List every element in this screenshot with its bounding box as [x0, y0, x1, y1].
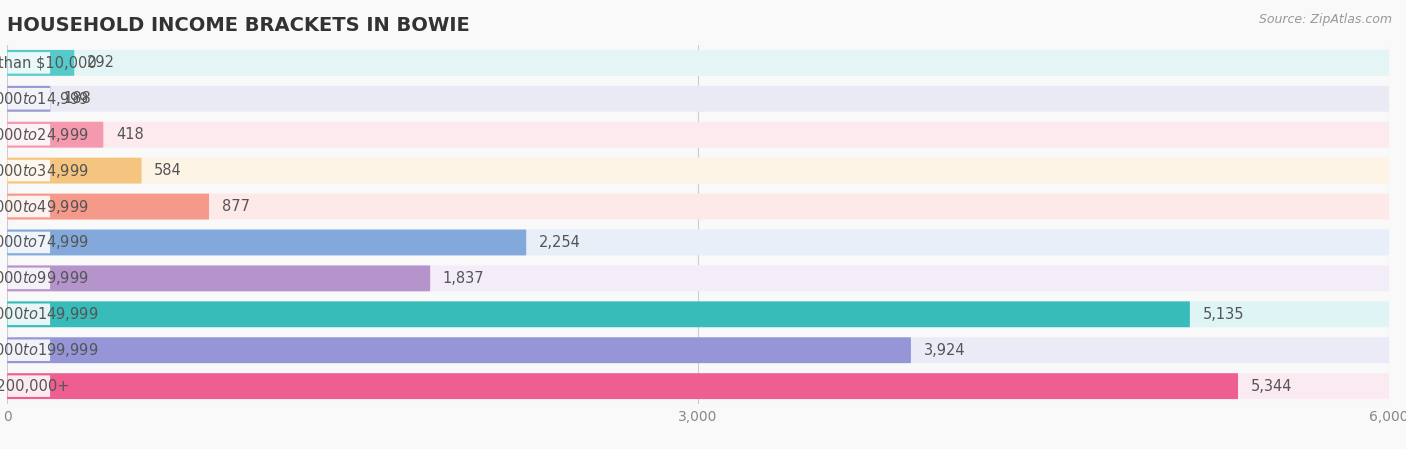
- FancyBboxPatch shape: [7, 265, 1389, 291]
- FancyBboxPatch shape: [7, 339, 51, 361]
- FancyBboxPatch shape: [7, 229, 526, 255]
- FancyBboxPatch shape: [7, 158, 1389, 184]
- Text: Source: ZipAtlas.com: Source: ZipAtlas.com: [1258, 13, 1392, 26]
- FancyBboxPatch shape: [7, 194, 209, 220]
- Text: $100,000 to $149,999: $100,000 to $149,999: [7, 305, 146, 323]
- Text: $10,000 to $14,999: $10,000 to $14,999: [7, 90, 128, 108]
- FancyBboxPatch shape: [7, 337, 911, 363]
- FancyBboxPatch shape: [7, 160, 51, 181]
- Text: Less than $10,000: Less than $10,000: [7, 55, 143, 70]
- Text: 292: 292: [87, 55, 115, 70]
- FancyBboxPatch shape: [7, 50, 75, 76]
- FancyBboxPatch shape: [7, 265, 430, 291]
- FancyBboxPatch shape: [7, 229, 1389, 255]
- FancyBboxPatch shape: [7, 375, 51, 397]
- Text: $35,000 to $49,999: $35,000 to $49,999: [0, 198, 89, 216]
- FancyBboxPatch shape: [7, 158, 142, 184]
- FancyBboxPatch shape: [7, 52, 51, 74]
- Text: $15,000 to $24,999: $15,000 to $24,999: [0, 126, 89, 144]
- Text: $10,000 to $14,999: $10,000 to $14,999: [0, 90, 89, 108]
- Text: Less than $10,000: Less than $10,000: [0, 55, 97, 70]
- Text: $35,000 to $49,999: $35,000 to $49,999: [7, 198, 128, 216]
- Text: 5,135: 5,135: [1202, 307, 1244, 322]
- Text: 877: 877: [222, 199, 250, 214]
- FancyBboxPatch shape: [7, 337, 1389, 363]
- Text: 188: 188: [63, 91, 91, 106]
- FancyBboxPatch shape: [7, 301, 1389, 327]
- FancyBboxPatch shape: [7, 373, 1239, 399]
- FancyBboxPatch shape: [7, 124, 51, 145]
- Text: $200,000+: $200,000+: [0, 379, 70, 394]
- FancyBboxPatch shape: [7, 86, 1389, 112]
- Text: $15,000 to $24,999: $15,000 to $24,999: [7, 126, 128, 144]
- Text: 2,254: 2,254: [538, 235, 581, 250]
- Text: $150,000 to $199,999: $150,000 to $199,999: [0, 341, 98, 359]
- FancyBboxPatch shape: [7, 301, 1189, 327]
- Text: $150,000 to $199,999: $150,000 to $199,999: [7, 341, 146, 359]
- FancyBboxPatch shape: [7, 196, 51, 217]
- FancyBboxPatch shape: [7, 194, 1389, 220]
- Text: HOUSEHOLD INCOME BRACKETS IN BOWIE: HOUSEHOLD INCOME BRACKETS IN BOWIE: [7, 16, 470, 35]
- FancyBboxPatch shape: [7, 122, 1389, 148]
- Text: $25,000 to $34,999: $25,000 to $34,999: [7, 162, 128, 180]
- FancyBboxPatch shape: [7, 232, 51, 253]
- Text: 3,924: 3,924: [924, 343, 965, 358]
- FancyBboxPatch shape: [7, 304, 51, 325]
- Text: $50,000 to $74,999: $50,000 to $74,999: [7, 233, 128, 251]
- FancyBboxPatch shape: [7, 373, 1389, 399]
- Text: 418: 418: [115, 127, 143, 142]
- FancyBboxPatch shape: [7, 50, 1389, 76]
- FancyBboxPatch shape: [7, 122, 103, 148]
- Text: $25,000 to $34,999: $25,000 to $34,999: [0, 162, 89, 180]
- Text: 1,837: 1,837: [443, 271, 485, 286]
- Text: $75,000 to $99,999: $75,000 to $99,999: [0, 269, 89, 287]
- Text: $75,000 to $99,999: $75,000 to $99,999: [7, 269, 128, 287]
- FancyBboxPatch shape: [7, 86, 51, 112]
- FancyBboxPatch shape: [7, 268, 51, 289]
- Text: 584: 584: [155, 163, 181, 178]
- FancyBboxPatch shape: [7, 88, 51, 110]
- Text: $100,000 to $149,999: $100,000 to $149,999: [0, 305, 98, 323]
- Text: $50,000 to $74,999: $50,000 to $74,999: [0, 233, 89, 251]
- Text: $200,000+: $200,000+: [7, 379, 90, 394]
- Text: 5,344: 5,344: [1251, 379, 1292, 394]
